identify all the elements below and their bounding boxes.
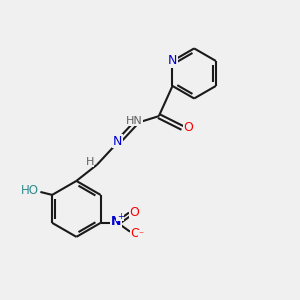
Text: HN: HN bbox=[125, 116, 142, 126]
Text: O: O bbox=[130, 206, 140, 219]
Text: O: O bbox=[183, 122, 193, 134]
Text: O: O bbox=[130, 227, 140, 240]
Text: N: N bbox=[113, 135, 122, 148]
Text: N: N bbox=[168, 54, 177, 68]
Text: N: N bbox=[111, 215, 122, 228]
Text: +: + bbox=[117, 212, 124, 221]
Text: H: H bbox=[85, 157, 94, 167]
Text: ⁻: ⁻ bbox=[138, 230, 143, 240]
Text: HO: HO bbox=[21, 184, 39, 197]
